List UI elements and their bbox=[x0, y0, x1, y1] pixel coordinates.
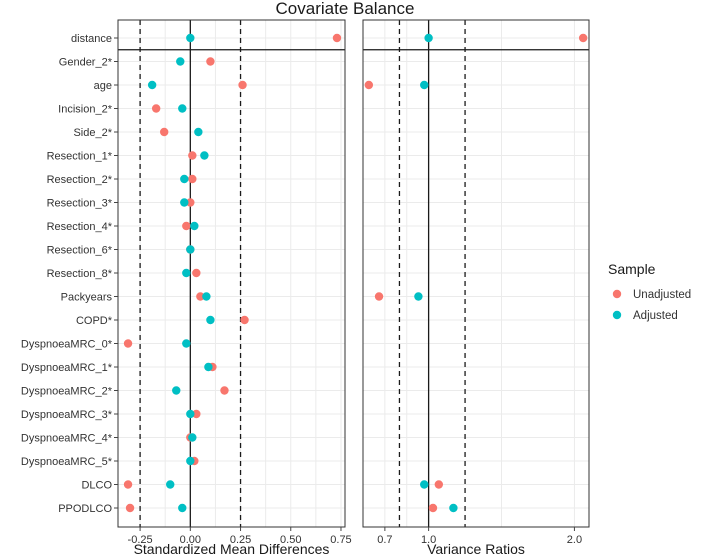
unadjusted-point bbox=[332, 33, 342, 43]
adjusted-point bbox=[178, 104, 187, 113]
unadjusted-point bbox=[160, 127, 169, 137]
unadjusted-point bbox=[123, 339, 133, 348]
variance-ratio-panel: 0.7 1.0 2.0 Variance Ratios bbox=[362, 19, 590, 557]
covariate-labels: distance Gender_2*age Incision_2* Side_2* Re… bbox=[21, 33, 118, 515]
covariate-label: Resection_3* bbox=[47, 198, 113, 210]
covariate-label: DyspnoeaMRC_4* bbox=[21, 433, 113, 445]
covariate-label: Resection_2* bbox=[47, 174, 113, 186]
adjusted-point bbox=[186, 33, 195, 43]
legend-key bbox=[612, 310, 622, 320]
adjusted-point bbox=[420, 480, 429, 489]
adjusted-point bbox=[414, 292, 423, 301]
adjusted-point bbox=[202, 292, 211, 301]
adjusted-point bbox=[186, 245, 195, 254]
unadjusted-point bbox=[125, 503, 135, 513]
adjusted-point bbox=[182, 268, 191, 278]
unadjusted-point bbox=[578, 33, 588, 43]
x-tick-label: -0.25 bbox=[128, 534, 153, 546]
unadjusted-point bbox=[192, 409, 201, 419]
covariate-label: PPODLCO bbox=[58, 503, 112, 515]
x-tick-label: 2.0 bbox=[567, 534, 582, 546]
adjusted-point bbox=[178, 503, 187, 513]
unadjusted-point bbox=[188, 174, 197, 184]
unadjusted-point bbox=[240, 315, 249, 325]
covariate-label: Incision_2* bbox=[58, 104, 113, 116]
adjusted-point bbox=[147, 80, 157, 90]
unadjusted-point bbox=[186, 198, 195, 207]
covariate-label: DyspnoeaMRC_5* bbox=[21, 456, 113, 468]
covariate-label: Side_2* bbox=[73, 127, 112, 139]
legend-label: Unadjusted bbox=[633, 289, 691, 301]
covariate-label: DyspnoeaMRC_1* bbox=[21, 362, 113, 374]
unadjusted-point bbox=[182, 221, 191, 231]
x-tick-label: 0.7 bbox=[377, 534, 392, 546]
unadjusted-point bbox=[364, 80, 374, 90]
legend-title: Sample bbox=[608, 261, 656, 277]
x-tick-label: 0.75 bbox=[330, 534, 351, 546]
covariate-label: Resection_4* bbox=[47, 221, 113, 233]
legend-key bbox=[612, 289, 622, 299]
adjusted-point bbox=[206, 315, 215, 325]
covariate-label: Resection_1* bbox=[47, 151, 113, 163]
legend-label: Adjusted bbox=[633, 310, 678, 322]
x-tick-label: 0.00 bbox=[180, 534, 201, 546]
unadjusted-point bbox=[188, 151, 197, 160]
unadjusted-point bbox=[374, 292, 384, 301]
x-tick-label: 1.0 bbox=[421, 534, 436, 546]
adjusted-point bbox=[180, 198, 189, 207]
covariate-label: Packyears bbox=[61, 292, 113, 304]
covariate-label: COPD* bbox=[76, 315, 113, 327]
covariate-label: DyspnoeaMRC_3* bbox=[21, 409, 113, 421]
adjusted-point bbox=[190, 221, 199, 231]
adjusted-point bbox=[180, 174, 189, 184]
adjusted-point bbox=[172, 386, 181, 395]
unadjusted-point bbox=[238, 80, 247, 90]
chart-title: Covariate Balance bbox=[276, 0, 415, 18]
unadjusted-point bbox=[192, 268, 201, 278]
unadjusted-point bbox=[206, 57, 215, 66]
adjusted-point bbox=[420, 80, 429, 90]
adjusted-point bbox=[204, 362, 213, 372]
covariate-label: Gender_2* bbox=[59, 57, 113, 69]
adjusted-point bbox=[200, 151, 209, 160]
unadjusted-point bbox=[428, 503, 438, 513]
adjusted-point bbox=[188, 433, 197, 442]
x-axis-label: Standardized Mean Differences bbox=[134, 541, 330, 557]
unadjusted-point bbox=[151, 104, 161, 113]
x-axis-label: Variance Ratios bbox=[427, 541, 525, 557]
adjusted-point bbox=[424, 33, 433, 43]
x-tick-label: 0.50 bbox=[280, 534, 301, 546]
adjusted-point bbox=[449, 503, 458, 513]
adjusted-point bbox=[166, 480, 175, 489]
covariate-label: distance bbox=[71, 33, 112, 45]
legend: Sample Unadjusted Adjusted bbox=[608, 261, 691, 322]
covariate-label: DyspnoeaMRC_0* bbox=[21, 339, 113, 351]
covariate-label: DLCO bbox=[81, 480, 112, 492]
unadjusted-point bbox=[434, 480, 444, 489]
panel-border bbox=[362, 19, 590, 528]
covariate-label: age bbox=[94, 80, 112, 92]
unadjusted-point bbox=[196, 292, 205, 301]
unadjusted-point bbox=[123, 480, 133, 489]
adjusted-point bbox=[186, 456, 195, 466]
covariate-label: DyspnoeaMRC_2* bbox=[21, 386, 113, 398]
adjusted-point bbox=[182, 339, 191, 348]
x-tick-label: 0.25 bbox=[230, 534, 251, 546]
adjusted-point bbox=[176, 57, 185, 66]
adjusted-point bbox=[194, 127, 203, 137]
covariate-label: Resection_6* bbox=[47, 245, 113, 257]
unadjusted-point bbox=[220, 386, 229, 395]
adjusted-point bbox=[186, 409, 195, 419]
covariate-label: Resection_8* bbox=[47, 268, 113, 280]
